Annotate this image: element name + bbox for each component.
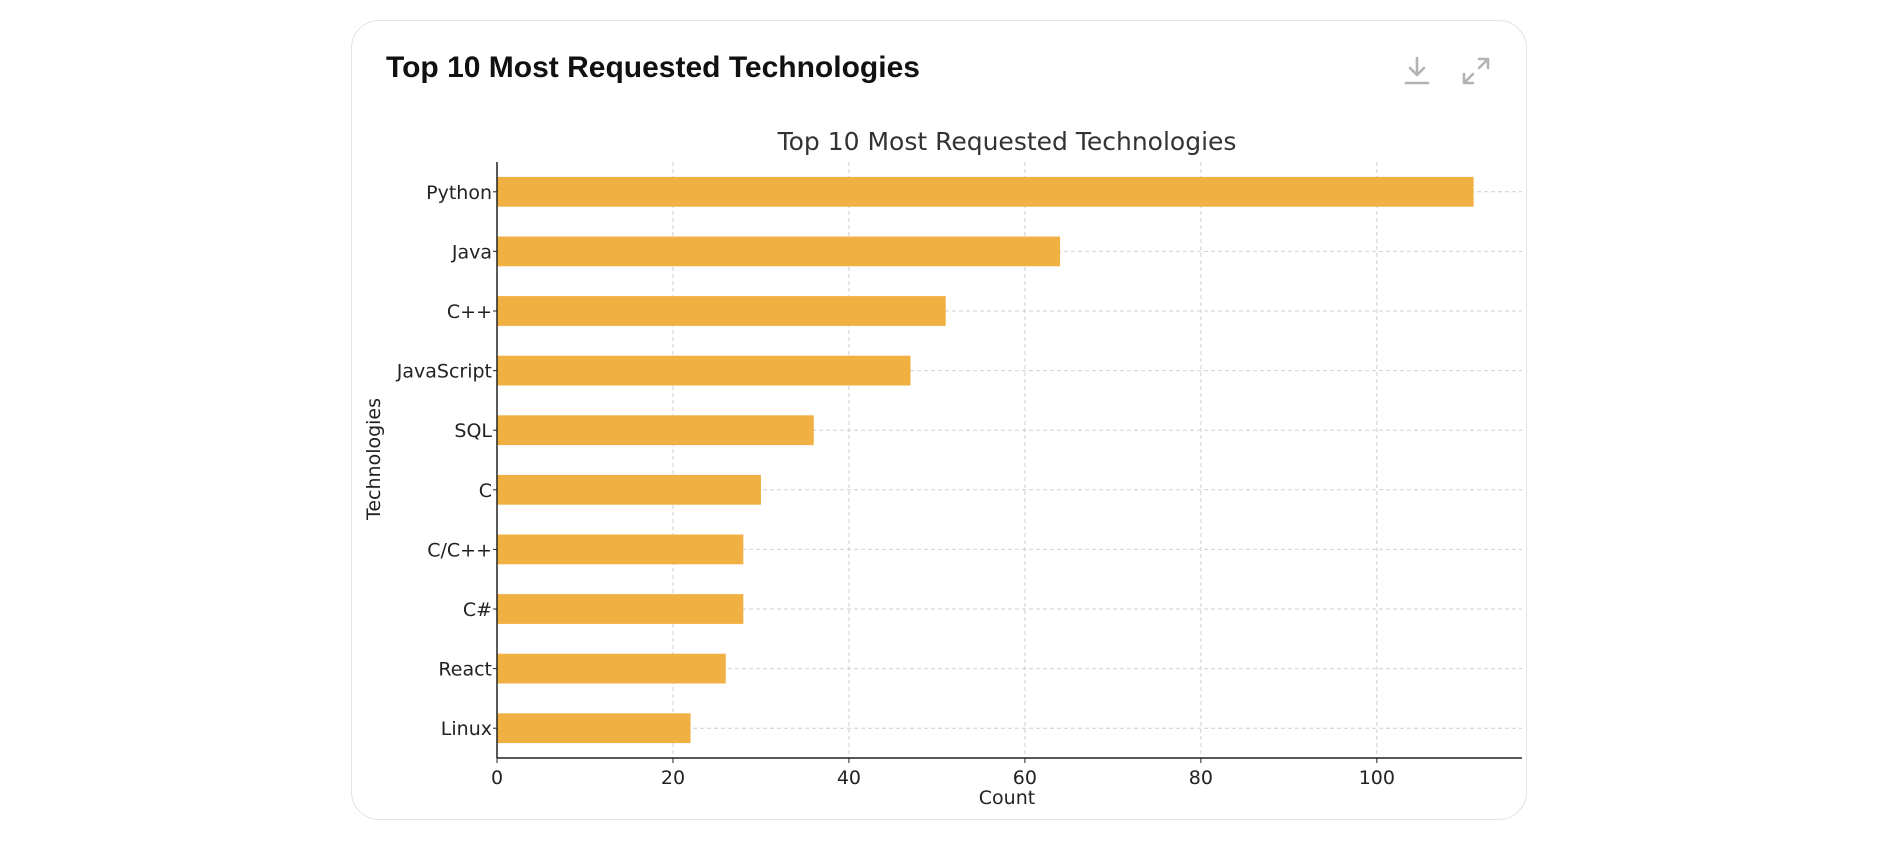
bar-c- xyxy=(497,594,744,624)
bar-c xyxy=(497,474,761,505)
bar-react xyxy=(497,653,726,684)
chart-card: Top 10 Most Requested Technologies Pytho… xyxy=(351,20,1527,820)
bars xyxy=(497,176,1474,744)
bar-c-c- xyxy=(497,534,744,565)
y-tick-label: JavaScript xyxy=(396,361,492,383)
y-tick-label: C++ xyxy=(447,301,492,323)
x-tick-label: 80 xyxy=(1189,767,1213,789)
y-tick-label: SQL xyxy=(454,420,492,442)
y-tick-label: Java xyxy=(451,241,492,263)
y-tick-label: React xyxy=(438,659,492,681)
x-tick-label: 0 xyxy=(491,767,503,789)
download-button[interactable] xyxy=(1397,51,1437,91)
tick-labels: Python Java C++ JavaScript SQL C C/C++ C# React L… xyxy=(396,182,1395,789)
axes xyxy=(493,162,1522,763)
bar-linux xyxy=(497,713,691,744)
expand-icon xyxy=(1462,57,1490,85)
y-tick-label: Linux xyxy=(441,718,492,740)
y-tick-label: C xyxy=(479,480,492,502)
x-axis-label: Count xyxy=(979,787,1035,809)
y-axis-label: Technologies xyxy=(363,398,385,521)
x-tick-label: 100 xyxy=(1359,767,1395,789)
bar-c- xyxy=(497,296,946,326)
bar-python xyxy=(497,176,1474,207)
bar-chart: Python Java C++ JavaScript SQL C C/C++ C# React L… xyxy=(363,127,1522,809)
card-title: Top 10 Most Requested Technologies xyxy=(386,51,920,84)
y-tick-label: C# xyxy=(463,599,492,621)
download-icon xyxy=(1404,56,1430,85)
bar-sql xyxy=(497,415,814,446)
y-tick-label: Python xyxy=(426,182,492,204)
chart-title: Top 10 Most Requested Technologies xyxy=(777,127,1237,156)
expand-button[interactable] xyxy=(1456,51,1496,91)
x-tick-label: 40 xyxy=(837,767,861,789)
bar-java xyxy=(497,236,1061,267)
x-tick-label: 20 xyxy=(661,767,685,789)
y-tick-label: C/C++ xyxy=(427,539,492,561)
bar-javascript xyxy=(497,355,911,386)
x-tick-label: 60 xyxy=(1013,767,1037,789)
